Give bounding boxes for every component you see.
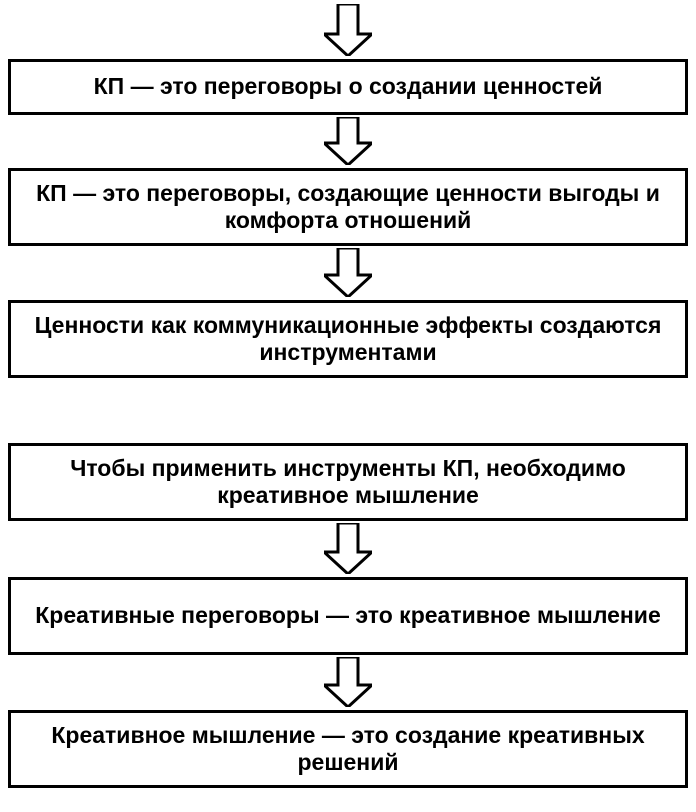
down-arrow-icon (324, 117, 372, 165)
down-arrow-icon (324, 4, 372, 56)
flow-node-n6: Креативное мышление — это создание креат… (8, 710, 688, 788)
flow-node-label: КП — это переговоры о создании ценностей (94, 73, 603, 100)
flow-node-n5: Креативные переговоры — это креативное м… (8, 577, 688, 655)
flow-node-label: Ценности как коммуникационные эффекты со… (21, 312, 675, 366)
flow-node-label: Чтобы применить инструменты КП, необходи… (21, 455, 675, 509)
flowchart-canvas: КП — это переговоры о создании ценностей… (0, 0, 696, 812)
flow-node-label: КП — это переговоры, создающие ценности … (21, 180, 675, 234)
flow-node-n3: Ценности как коммуникационные эффекты со… (8, 300, 688, 378)
flow-node-n1: КП — это переговоры о создании ценностей (8, 59, 688, 115)
down-arrow-icon (324, 657, 372, 707)
flow-node-n2: КП — это переговоры, создающие ценности … (8, 168, 688, 246)
down-arrow-icon (324, 248, 372, 297)
flow-node-label: Креативное мышление — это создание креат… (21, 722, 675, 776)
flow-node-label: Креативные переговоры — это креативное м… (35, 602, 661, 629)
flow-node-n4: Чтобы применить инструменты КП, необходи… (8, 443, 688, 521)
down-arrow-icon (324, 523, 372, 574)
